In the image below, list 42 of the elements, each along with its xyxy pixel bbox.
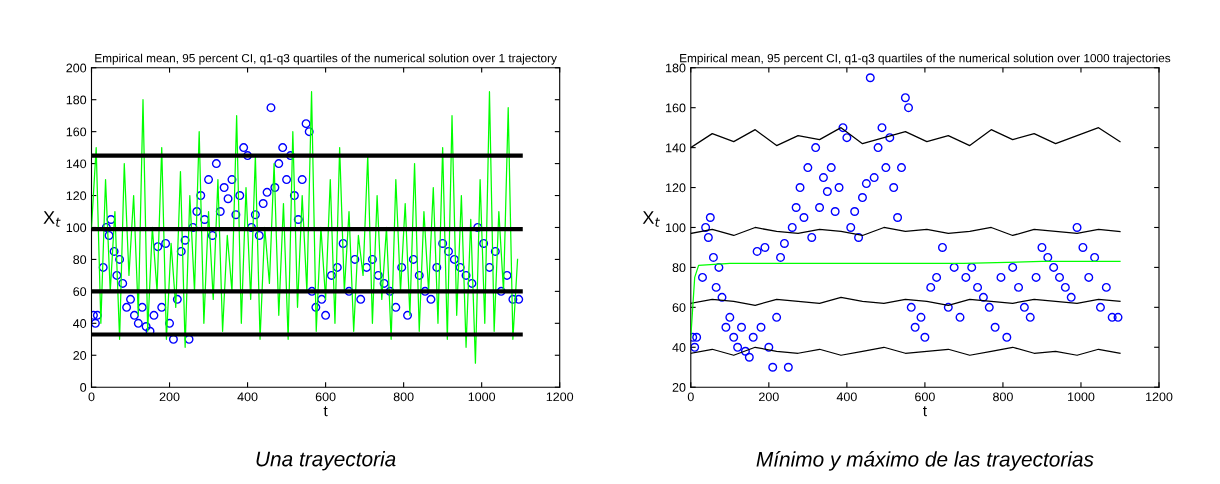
y-tick-label: 140 xyxy=(666,143,686,153)
y-tick-label: 120 xyxy=(66,191,87,201)
text: Una trayectoria xyxy=(256,451,396,471)
y-tick-label: 140 xyxy=(66,159,87,169)
x-tick-label: 800 xyxy=(993,392,1013,402)
x-tick-label: 0 xyxy=(687,392,694,402)
chart-title: Empirical mean, 95 percent CI, q1-q3 quartiles of the numerical solution over 1 trajectory xyxy=(95,53,557,65)
y-tick-label: 160 xyxy=(66,127,87,137)
text: Mínimo y máximo de las trayectorias xyxy=(756,451,1094,471)
x-tick-label: 400 xyxy=(836,392,857,402)
y-axis-title: X$_{t}$ xyxy=(642,211,660,227)
x-tick-label: 0 xyxy=(88,392,95,402)
y-tick-label: 0 xyxy=(80,383,87,392)
y-tick-label: 100 xyxy=(666,223,686,233)
y-tick-label: 80 xyxy=(672,263,686,273)
x-tick-label: 1200 xyxy=(546,392,574,402)
x-tick-label: 600 xyxy=(315,392,336,402)
y-tick-label: 80 xyxy=(73,255,87,265)
y-tick-label: 200 xyxy=(66,63,87,73)
x-tick-label: 200 xyxy=(759,392,779,402)
y-tick-label: 60 xyxy=(672,303,686,312)
x-tick-label: 1000 xyxy=(468,392,496,402)
y-tick-label: 40 xyxy=(672,343,686,352)
chart-title: Empirical mean, 95 percent CI, q1-q3 quartiles of the numerical solution over 1000 trajectories xyxy=(680,53,1171,65)
y-tick-label: 20 xyxy=(73,351,87,360)
x-tick-label: 200 xyxy=(159,392,180,402)
x-tick-label: 1200 xyxy=(1146,392,1173,402)
x-tick-label: 400 xyxy=(237,392,258,402)
y-tick-label: 60 xyxy=(73,287,87,297)
y-tick-label: 120 xyxy=(666,183,686,193)
x-axis-title: t xyxy=(323,406,328,417)
y-tick-label: 180 xyxy=(66,95,87,105)
x-axis-title: t xyxy=(923,406,927,417)
y-tick-label: 160 xyxy=(666,103,686,113)
y-axis-title: X$_{t}$ xyxy=(43,211,61,227)
x-tick-label: 600 xyxy=(915,392,935,402)
x-tick-label: 1000 xyxy=(1068,392,1095,402)
y-tick-label: 20 xyxy=(672,383,686,392)
y-tick-label: 180 xyxy=(666,63,686,73)
x-tick-label: 800 xyxy=(393,392,414,402)
y-tick-label: 100 xyxy=(66,223,87,233)
y-tick-label: 40 xyxy=(73,319,87,328)
